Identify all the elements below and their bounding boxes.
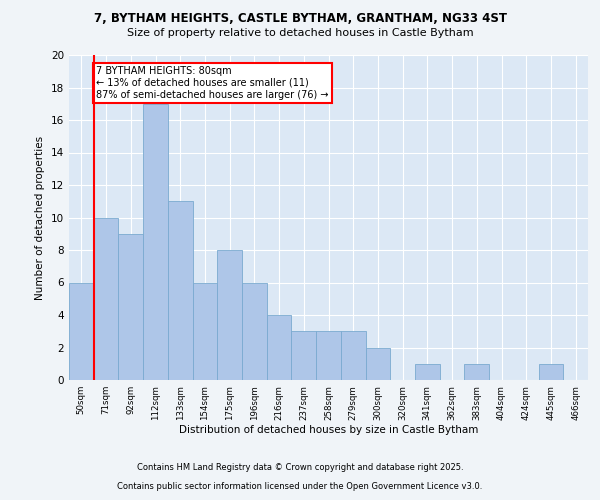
Bar: [94, 218, 118, 380]
Text: Contains HM Land Registry data © Crown copyright and database right 2025.: Contains HM Land Registry data © Crown c…: [137, 464, 463, 472]
Bar: [69, 282, 94, 380]
X-axis label: Distribution of detached houses by size in Castle Bytham: Distribution of detached houses by size …: [179, 426, 478, 436]
Text: 7 BYTHAM HEIGHTS: 80sqm
← 13% of detached houses are smaller (11)
87% of semi-de: 7 BYTHAM HEIGHTS: 80sqm ← 13% of detache…: [96, 66, 329, 100]
Text: Contains public sector information licensed under the Open Government Licence v3: Contains public sector information licen…: [118, 482, 482, 491]
Bar: [365, 348, 390, 380]
Bar: [118, 234, 143, 380]
Text: Size of property relative to detached houses in Castle Bytham: Size of property relative to detached ho…: [127, 28, 473, 38]
Bar: [217, 250, 242, 380]
Bar: [316, 331, 341, 380]
Bar: [242, 282, 267, 380]
Bar: [292, 331, 316, 380]
Bar: [415, 364, 440, 380]
Bar: [341, 331, 365, 380]
Bar: [193, 282, 217, 380]
Bar: [539, 364, 563, 380]
Bar: [168, 201, 193, 380]
Bar: [267, 315, 292, 380]
Bar: [464, 364, 489, 380]
Bar: [143, 104, 168, 380]
Y-axis label: Number of detached properties: Number of detached properties: [35, 136, 46, 300]
Text: 7, BYTHAM HEIGHTS, CASTLE BYTHAM, GRANTHAM, NG33 4ST: 7, BYTHAM HEIGHTS, CASTLE BYTHAM, GRANTH…: [94, 12, 506, 26]
